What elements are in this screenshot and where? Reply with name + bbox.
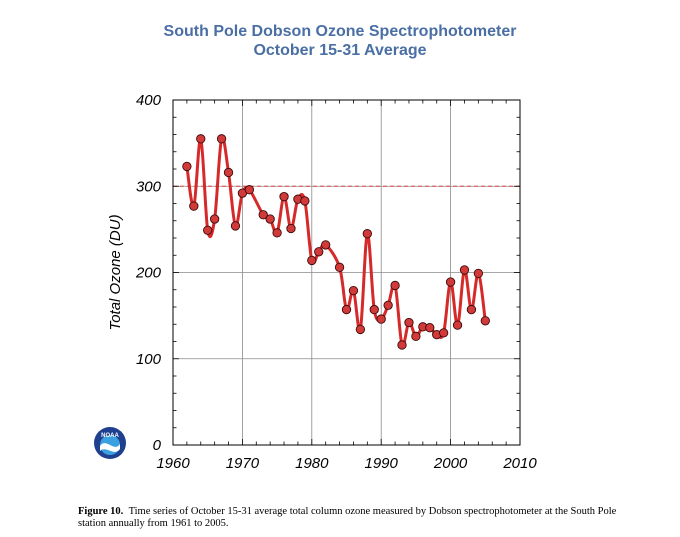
data-point (209, 214, 220, 224)
y-tick-label: 300 (136, 178, 162, 195)
data-point (230, 221, 241, 231)
caption-text: Time series of October 15-31 average tot… (78, 506, 617, 529)
data-point (272, 228, 282, 238)
caption-label: Figure 10. (78, 506, 124, 517)
data-point (473, 268, 484, 279)
figure-caption: Figure 10. Time series of October 15-31 … (78, 506, 638, 530)
data-point (480, 316, 490, 326)
data-point (355, 324, 366, 335)
data-point (376, 314, 386, 324)
data-point (341, 304, 352, 315)
x-tick-label: 1960 (156, 455, 190, 472)
y-tick-label: 0 (153, 437, 162, 454)
data-point (404, 317, 414, 328)
data-point (196, 134, 206, 144)
data-point (390, 280, 400, 291)
chart-title: South Pole Dobson Ozone Spectrophotomete… (163, 23, 517, 40)
data-point (286, 223, 296, 234)
data-point (321, 240, 331, 250)
y-tick-label: 100 (136, 351, 162, 368)
data-point (223, 167, 234, 178)
data-point (203, 225, 213, 235)
data-point (466, 304, 477, 315)
data-point (334, 262, 345, 272)
data-point (279, 191, 289, 202)
data-point (369, 304, 379, 315)
chart-subtitle: October 15-31 Average (253, 42, 427, 59)
data-point (307, 255, 317, 266)
x-tick-labels: 1960 1970 1980 1990 2000 2010 (156, 455, 537, 472)
data-point (265, 214, 275, 224)
noaa-logo-icon: NOAA (94, 427, 126, 459)
data-point (216, 134, 227, 144)
noaa-logo-text: NOAA (101, 433, 119, 439)
x-tick-label: 1990 (365, 455, 399, 472)
data-point (244, 185, 254, 195)
data-point (425, 323, 435, 333)
x-tick-label: 1980 (295, 455, 329, 472)
data-point (397, 340, 407, 350)
y-tick-labels: 0 100 200 300 400 (135, 92, 162, 454)
data-point (258, 210, 268, 220)
data-point (439, 328, 449, 338)
data-point (452, 320, 463, 330)
y-tick-label: 200 (135, 265, 162, 282)
axis-ticks (172, 99, 521, 446)
data-point (300, 196, 310, 206)
data-point (348, 285, 359, 296)
y-axis-label: Total Ozone (DU) (107, 214, 124, 330)
x-tick-label: 2000 (433, 455, 468, 472)
data-point (459, 265, 470, 275)
data-points (182, 134, 490, 350)
series-line (185, 135, 487, 348)
x-tick-label: 2010 (502, 455, 537, 472)
data-point (445, 277, 456, 287)
y-tick-label: 400 (136, 92, 162, 109)
data-point (182, 161, 192, 172)
x-tick-label: 1970 (226, 455, 260, 472)
data-point (383, 300, 393, 310)
data-point (189, 201, 199, 211)
data-point (411, 331, 421, 341)
data-point (314, 247, 324, 257)
data-point (362, 229, 372, 239)
